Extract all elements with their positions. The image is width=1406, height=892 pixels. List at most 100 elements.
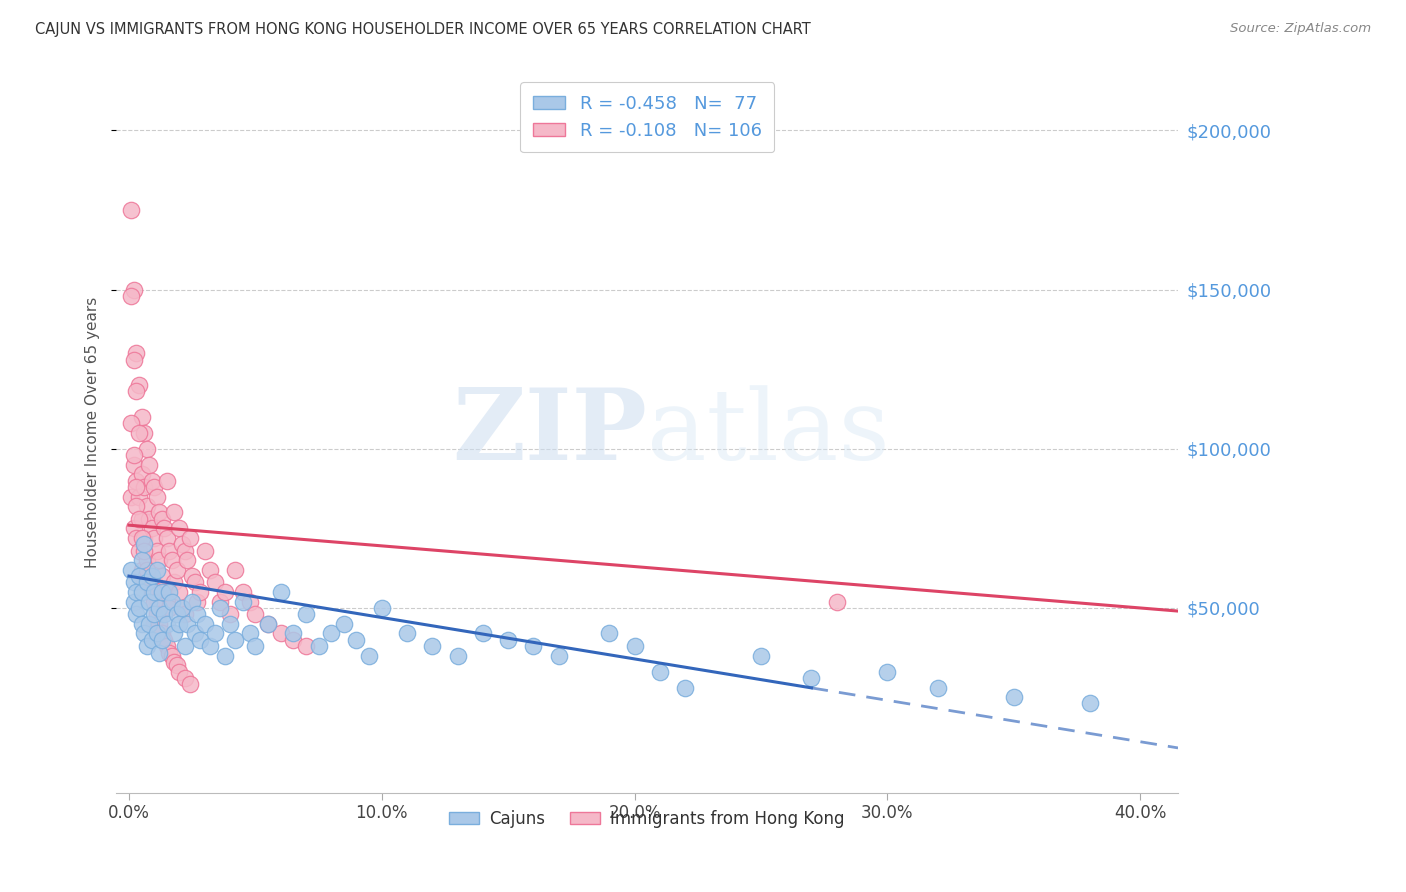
Point xyxy=(170,537,193,551)
Point xyxy=(135,639,157,653)
Point xyxy=(927,681,949,695)
Point xyxy=(120,202,142,217)
Point xyxy=(135,575,157,590)
Point xyxy=(143,480,166,494)
Point xyxy=(122,352,145,367)
Point xyxy=(173,639,195,653)
Point xyxy=(163,505,186,519)
Point xyxy=(128,543,150,558)
Point xyxy=(125,585,148,599)
Point xyxy=(138,458,160,472)
Point xyxy=(157,585,180,599)
Point xyxy=(156,639,179,653)
Point xyxy=(163,626,186,640)
Point xyxy=(295,639,318,653)
Point xyxy=(245,639,267,653)
Point xyxy=(170,601,193,615)
Point xyxy=(143,594,166,608)
Point xyxy=(169,616,191,631)
Point xyxy=(143,585,166,599)
Point xyxy=(122,521,145,535)
Point xyxy=(825,594,848,608)
Point xyxy=(131,512,153,526)
Point xyxy=(145,607,167,622)
Point xyxy=(153,585,176,599)
Point xyxy=(131,409,153,424)
Point xyxy=(157,543,180,558)
Point xyxy=(145,543,167,558)
Point xyxy=(148,505,170,519)
Point xyxy=(122,448,145,462)
Point xyxy=(224,563,246,577)
Point xyxy=(169,665,191,679)
Point xyxy=(283,632,305,647)
Point xyxy=(145,626,167,640)
Point xyxy=(166,607,188,622)
Point xyxy=(186,607,208,622)
Point xyxy=(125,384,148,399)
Point xyxy=(138,575,160,590)
Point xyxy=(749,648,772,663)
Point xyxy=(170,601,193,615)
Point xyxy=(150,632,173,647)
Point xyxy=(120,289,142,303)
Point xyxy=(125,531,148,545)
Point xyxy=(125,499,148,513)
Point xyxy=(156,594,179,608)
Point xyxy=(194,543,217,558)
Point xyxy=(132,543,155,558)
Point xyxy=(153,521,176,535)
Point xyxy=(138,616,160,631)
Point xyxy=(420,639,443,653)
Point xyxy=(188,585,211,599)
Point xyxy=(496,632,519,647)
Point xyxy=(128,490,150,504)
Point xyxy=(522,639,544,653)
Point xyxy=(179,677,201,691)
Point xyxy=(125,480,148,494)
Point xyxy=(141,474,163,488)
Point xyxy=(1002,690,1025,705)
Point xyxy=(132,626,155,640)
Point xyxy=(132,531,155,545)
Point xyxy=(173,671,195,685)
Point xyxy=(370,601,392,615)
Point xyxy=(145,626,167,640)
Point xyxy=(125,346,148,360)
Point xyxy=(181,569,204,583)
Point xyxy=(120,417,142,431)
Point xyxy=(131,467,153,482)
Point xyxy=(157,601,180,615)
Point xyxy=(128,569,150,583)
Point xyxy=(131,531,153,545)
Point xyxy=(183,575,205,590)
Point xyxy=(131,585,153,599)
Point xyxy=(648,665,671,679)
Point xyxy=(148,601,170,615)
Point xyxy=(143,616,166,631)
Point xyxy=(145,490,167,504)
Point xyxy=(150,512,173,526)
Point xyxy=(131,553,153,567)
Point xyxy=(194,616,217,631)
Point xyxy=(138,594,160,608)
Point xyxy=(179,531,201,545)
Point xyxy=(214,585,236,599)
Point xyxy=(395,626,418,640)
Text: Source: ZipAtlas.com: Source: ZipAtlas.com xyxy=(1230,22,1371,36)
Point xyxy=(598,626,620,640)
Point xyxy=(120,490,142,504)
Point xyxy=(141,569,163,583)
Point xyxy=(183,626,205,640)
Point xyxy=(214,648,236,663)
Point xyxy=(346,632,368,647)
Point xyxy=(125,474,148,488)
Point xyxy=(148,616,170,631)
Point xyxy=(239,626,262,640)
Point xyxy=(208,594,231,608)
Point xyxy=(122,575,145,590)
Point xyxy=(160,648,183,663)
Point xyxy=(198,639,221,653)
Point xyxy=(141,585,163,599)
Point xyxy=(219,607,242,622)
